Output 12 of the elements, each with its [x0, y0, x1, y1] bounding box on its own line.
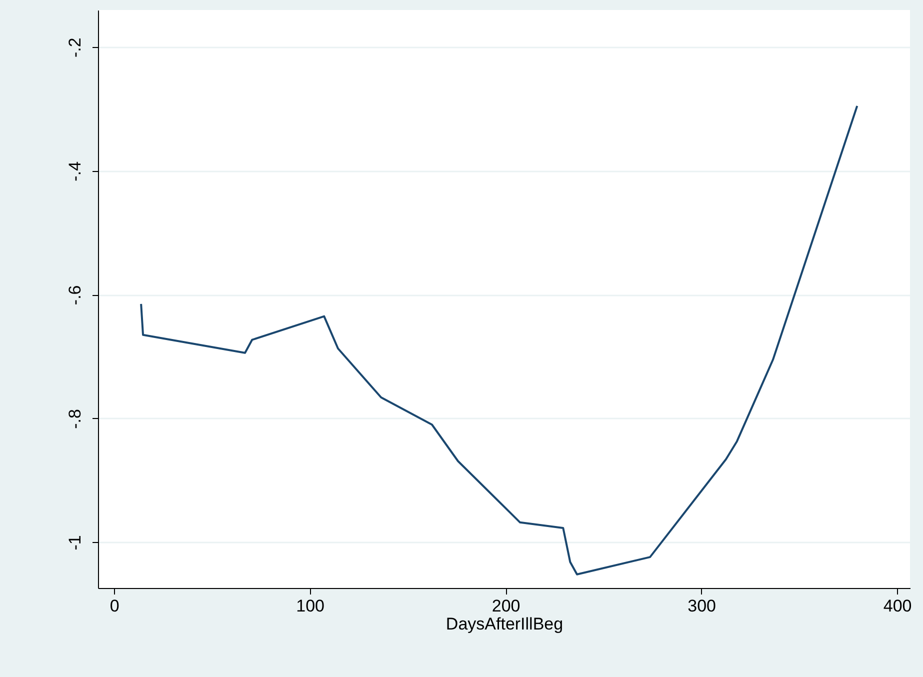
y-tick-label: -1 — [66, 535, 84, 550]
y-tick-label: -.6 — [66, 285, 84, 306]
line-series — [140, 104, 858, 576]
x-tick-label: 400 — [883, 596, 912, 616]
x-tick-label: 200 — [492, 596, 520, 616]
x-tick-label: 300 — [688, 596, 716, 616]
x-axis-title: DaysAfterIllBeg — [446, 614, 564, 634]
y-tick-label: -.2 — [66, 38, 84, 58]
x-tick-label: 100 — [296, 596, 324, 616]
x-tick-label: 0 — [110, 596, 120, 616]
y-tick-label: -.4 — [66, 161, 84, 182]
y-tick-label: -.8 — [66, 409, 84, 429]
